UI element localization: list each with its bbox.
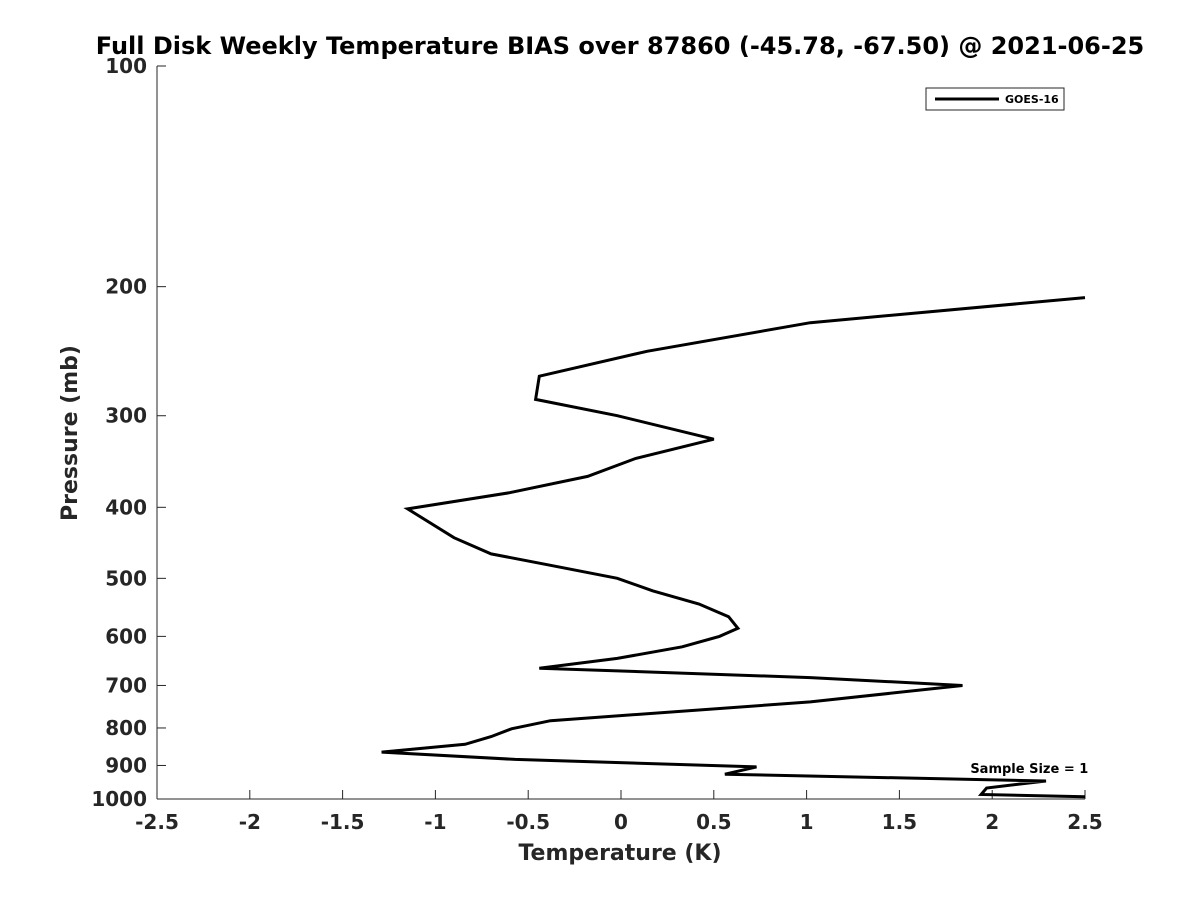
x-tick-label: 1.5 [882, 810, 917, 834]
x-axis-label: Temperature (K) [518, 841, 721, 866]
y-tick-label: 900 [105, 753, 147, 777]
x-tick-label: 1 [800, 810, 814, 834]
sample-size-annotation: Sample Size = 1 [970, 762, 1088, 777]
x-tick-label: -1.5 [321, 810, 365, 834]
x-tick-label: -2 [239, 810, 261, 834]
y-tick-label: 500 [105, 566, 147, 590]
y-tick-label: 700 [105, 673, 147, 697]
y-tick-label: 100 [105, 54, 147, 78]
x-tick-label: 2.5 [1067, 810, 1102, 834]
x-tick-label: -0.5 [506, 810, 550, 834]
x-tick-label: 0 [614, 810, 628, 834]
legend-label-goes-16: GOES-16 [1005, 93, 1059, 106]
y-tick-label: 300 [105, 404, 147, 428]
chart-title: Full Disk Weekly Temperature BIAS over 8… [96, 32, 1144, 60]
x-tick-label: 0.5 [696, 810, 731, 834]
y-axis-ticks: 100 200 300 400 500 600 700 800 900 1000 [91, 54, 166, 811]
y-tick-label: 800 [105, 716, 147, 740]
series-line-goes-16 [381, 296, 1086, 799]
x-tick-label: -1 [424, 810, 446, 834]
series-lines [381, 296, 1086, 799]
y-tick-label: 200 [105, 275, 147, 299]
x-axis-ticks: -2.5 -2 -1.5 -1 -0.5 0 0.5 1 1.5 2 2.5 [135, 790, 1103, 834]
y-axis-label: Pressure (mb) [58, 345, 83, 521]
y-tick-label: 400 [105, 495, 147, 519]
x-tick-label: -2.5 [135, 810, 179, 834]
legend: GOES-16 [925, 87, 1065, 111]
y-tick-label: 600 [105, 624, 147, 648]
y-tick-label: 1000 [91, 787, 147, 811]
x-tick-label: 2 [985, 810, 999, 834]
